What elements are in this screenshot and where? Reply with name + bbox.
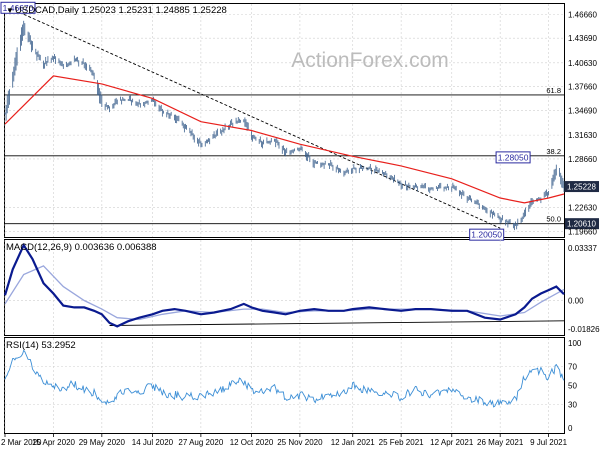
price-axis-marker — [565, 218, 599, 230]
x-axis-label: 2 Mar 2020 — [1, 438, 42, 447]
trendline — [23, 13, 501, 229]
price-axis-label: 1.31630 — [568, 131, 597, 140]
rsi-panel — [4, 337, 565, 434]
price-axis-label: 1.22630 — [568, 203, 597, 212]
macd-axis-label: 0.00 — [568, 296, 584, 305]
price-annotation-label: 1.20050 — [471, 230, 502, 240]
fibonacci-level-label: 38.2 — [546, 147, 561, 156]
rsi-title: RSI(14) 53.2952 — [6, 340, 76, 351]
menu-arrow-icon[interactable]: ▼ — [6, 6, 14, 15]
price-axis-marker — [565, 181, 599, 193]
macd-title: MACD(12,26,9) 0.003636 0.006388 — [6, 242, 157, 253]
price-axis-label: 1.19660 — [568, 227, 597, 236]
macd-axis-label: -0.018262 — [568, 325, 600, 334]
x-axis-label: 15 Apr 2020 — [32, 438, 76, 447]
moving-average-line — [4, 75, 565, 204]
x-axis-label: 12 Apr 2021 — [430, 438, 474, 447]
macd-axis-label: 0.03337 — [568, 244, 597, 253]
x-axis-label: 27 Aug 2020 — [178, 438, 223, 447]
axes: 1.46660 1.43690 1.40630 1.37660 1.34690 1.316… — [1, 10, 600, 447]
macd-signal-line — [4, 265, 565, 321]
x-axis-label: 25 Feb 2021 — [379, 438, 424, 447]
macd-line — [3, 242, 565, 328]
price-annotation-label: 1.46670 — [3, 3, 34, 13]
rsi-plot — [4, 338, 565, 433]
macd-panel — [4, 239, 565, 336]
x-axis-label: 12 Oct 2020 — [230, 438, 274, 447]
rsi-axis-label: 70 — [568, 363, 577, 372]
x-axis-label: 26 May 2021 — [477, 438, 524, 447]
price-axis-label: 1.20610 — [567, 220, 596, 229]
price-annotation-box — [469, 228, 505, 241]
price-axis-label: 1.43690 — [568, 34, 597, 43]
x-axis-label: 14 Jul 2020 — [132, 438, 174, 447]
x-axis-label: 12 Jan 2021 — [331, 438, 376, 447]
x-axis-label: 9 Jul 2021 — [530, 438, 567, 447]
price-annotation-box — [495, 151, 531, 164]
price-axis-label: 1.37660 — [568, 83, 597, 92]
price-axis-label: 1.28660 — [568, 155, 597, 164]
rsi-axis-label: 100 — [568, 339, 582, 348]
rsi-axis-label: 0 — [568, 424, 573, 433]
rsi-axis-label: 50 — [568, 382, 577, 391]
chart-title: USDCAD,Daily 1.25023 1.25231 1.24885 1.2… — [15, 5, 227, 16]
price-axis-label: 1.46660 — [568, 10, 597, 19]
rsi-line — [4, 349, 565, 408]
rsi-axis-label: 30 — [568, 401, 577, 410]
fibonacci-level-label: 61.8 — [546, 86, 561, 95]
price-axis-label: 1.25228 — [567, 183, 596, 192]
price-axis-label: 1.40630 — [568, 59, 597, 68]
price-annotation-box — [0, 1, 36, 14]
price-axis-label: 1.34690 — [568, 107, 597, 116]
price-plot: 61.8 38.2 50.0 1.46670 1.28050 1.20050 — [0, 1, 565, 241]
macd-plot — [3, 240, 565, 335]
price-panel — [4, 3, 565, 238]
x-axis-label: 25 Nov 2020 — [277, 438, 323, 447]
macd-trendline — [109, 320, 565, 326]
watermark: ActionForex.com — [291, 49, 449, 72]
x-axis-label: 29 May 2020 — [79, 438, 126, 447]
fibonacci-level-label: 50.0 — [546, 215, 561, 224]
price-annotation-label: 1.28050 — [498, 152, 529, 162]
